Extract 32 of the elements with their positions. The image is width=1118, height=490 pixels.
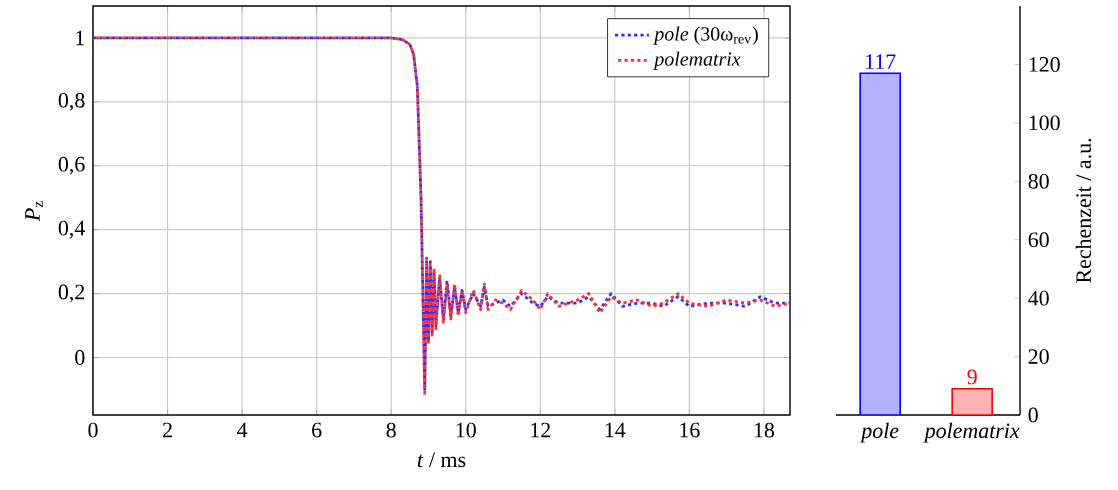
- y-tick-label: 0,8: [58, 92, 85, 111]
- y-tick-label: 60: [1028, 232, 1049, 248]
- y-tick-label: 0,2: [58, 284, 85, 303]
- legend-label: pole (30ω$_{rev}$): [653, 26, 758, 45]
- y-tick-label: 0,4: [58, 220, 85, 239]
- y-tick-label: 20: [1028, 349, 1049, 364]
- x-tick-label: 6: [312, 422, 322, 438]
- x-tick-label: 14: [605, 422, 626, 438]
- y-tick-label: 0: [75, 350, 85, 365]
- y-tick-label: 0: [1028, 407, 1038, 423]
- x-tick-label: 2: [163, 422, 172, 438]
- y-axis-title: Rechenzeit / a.u.: [1075, 138, 1092, 283]
- legend-label: polematrix: [653, 51, 741, 70]
- x-tick-label: 16: [680, 422, 700, 438]
- data-label: 117: [866, 54, 896, 69]
- y-axis-title: P$_{z}$: [25, 201, 43, 222]
- y-tick-label: 120: [1029, 57, 1060, 72]
- x-tick-label: 10: [456, 422, 476, 438]
- x-tick-label: 0: [88, 422, 98, 438]
- x-tick-label: 4: [237, 422, 248, 438]
- x-tick-label: 8: [386, 422, 396, 438]
- x-tick-label: pole: [860, 422, 899, 443]
- x-tick-label: 12: [531, 422, 551, 438]
- y-tick-label: 0,6: [58, 156, 85, 175]
- y-tick-label: 100: [1029, 115, 1060, 131]
- x-tick-label: polematrix: [923, 422, 1020, 443]
- data-label: 9: [967, 369, 977, 385]
- y-tick-label: 80: [1028, 173, 1049, 189]
- x-tick-label: 18: [754, 422, 775, 438]
- y-tick-label: 40: [1028, 290, 1049, 306]
- x-axis-title: t / ms: [417, 452, 466, 468]
- y-tick-label: 1: [76, 30, 84, 46]
